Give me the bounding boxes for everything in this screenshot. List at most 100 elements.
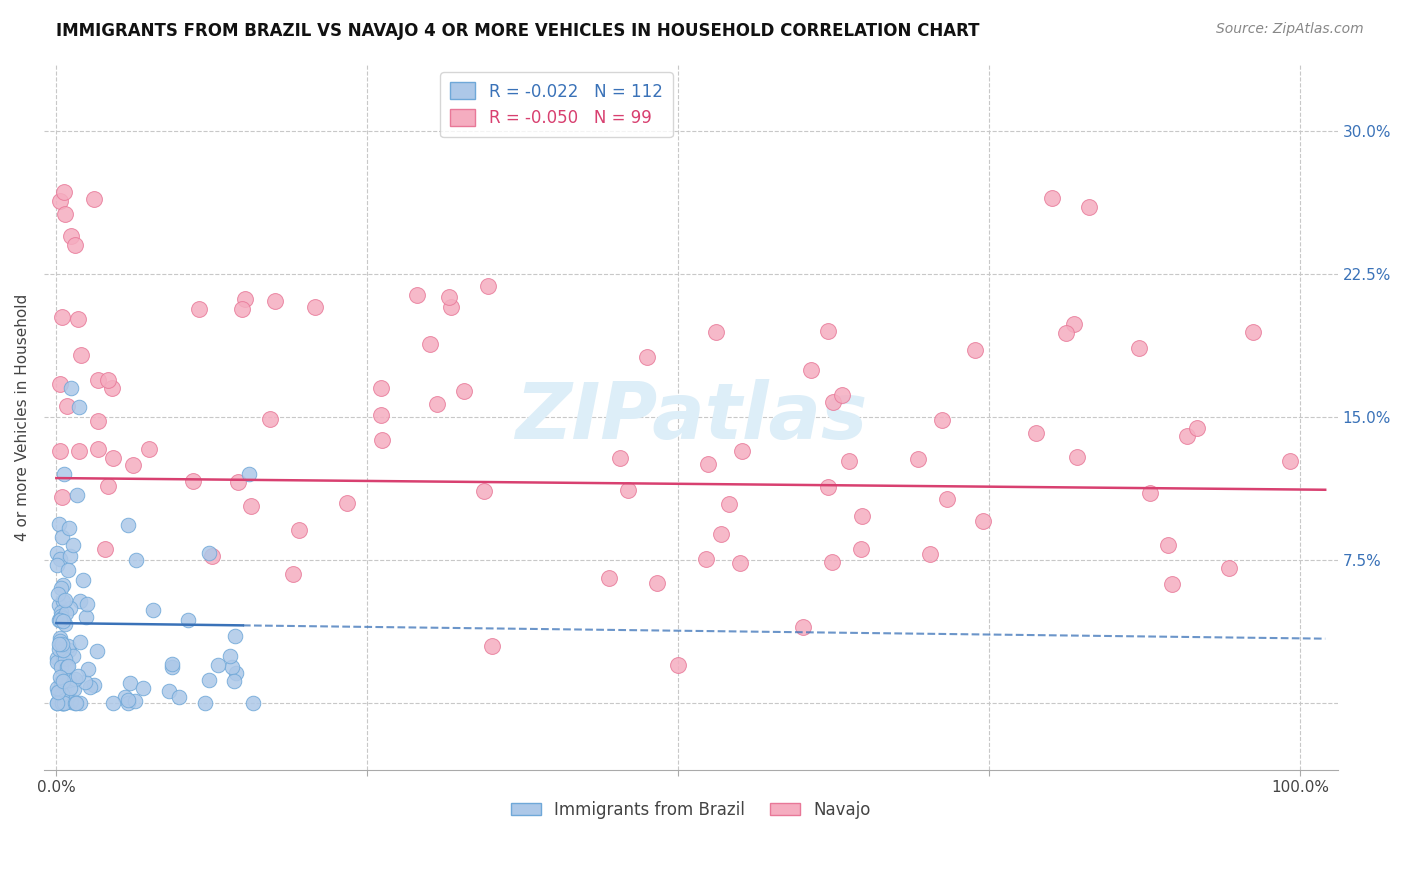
- Point: [52, 578, 75, 592]
- Point: [70, 348, 93, 362]
- Point: [49, 194, 72, 208]
- Point: [197, 673, 219, 688]
- Point: [66, 669, 89, 683]
- Point: [52, 696, 75, 710]
- Point: [125, 553, 148, 567]
- Point: [62, 538, 84, 552]
- Point: [370, 381, 392, 395]
- Point: [117, 692, 139, 706]
- Point: [51, 696, 73, 710]
- Point: [1063, 318, 1085, 332]
- Point: [63, 673, 86, 687]
- Point: [1218, 560, 1240, 574]
- Point: [820, 555, 842, 569]
- Point: [198, 546, 221, 560]
- Point: [46, 696, 69, 710]
- Point: [1187, 420, 1209, 434]
- Point: [46, 681, 69, 695]
- Point: [62, 649, 84, 664]
- Point: [800, 362, 823, 376]
- Point: [117, 696, 139, 710]
- Point: [370, 408, 392, 422]
- Point: [51, 310, 73, 324]
- Point: [53, 593, 76, 607]
- Point: [46, 558, 69, 572]
- Point: [51, 678, 73, 692]
- Point: [233, 292, 256, 306]
- Point: [259, 411, 281, 425]
- Point: [72, 574, 94, 588]
- Point: [63, 696, 86, 710]
- Point: [46, 655, 69, 669]
- Point: [55, 606, 77, 620]
- Point: [972, 514, 994, 528]
- Point: [281, 566, 304, 581]
- Point: [963, 343, 986, 357]
- Point: [142, 602, 165, 616]
- Point: [851, 509, 873, 524]
- Point: [60, 693, 83, 707]
- Point: [48, 637, 70, 651]
- Point: [717, 497, 740, 511]
- Point: [823, 395, 845, 409]
- Point: [453, 384, 475, 399]
- Point: [114, 690, 136, 705]
- Point: [52, 650, 75, 665]
- Point: [666, 658, 689, 673]
- Point: [419, 336, 441, 351]
- Point: [207, 658, 229, 673]
- Point: [48, 631, 70, 645]
- Point: [477, 279, 499, 293]
- Point: [58, 643, 80, 657]
- Point: [1054, 326, 1077, 341]
- Point: [53, 680, 76, 694]
- Point: [51, 687, 73, 701]
- Point: [849, 541, 872, 556]
- Point: [51, 696, 73, 710]
- Point: [86, 373, 108, 387]
- Point: [474, 483, 496, 498]
- Text: Source: ZipAtlas.com: Source: ZipAtlas.com: [1216, 22, 1364, 37]
- Point: [49, 376, 72, 391]
- Point: [288, 523, 311, 537]
- Point: [1177, 429, 1199, 443]
- Point: [58, 521, 80, 535]
- Point: [69, 635, 91, 649]
- Point: [831, 388, 853, 402]
- Point: [263, 293, 285, 308]
- Point: [53, 617, 76, 632]
- Point: [46, 587, 69, 601]
- Point: [67, 401, 90, 415]
- Point: [46, 546, 69, 560]
- Point: [817, 324, 839, 338]
- Point: [710, 527, 733, 541]
- Point: [48, 598, 70, 612]
- Point: [49, 609, 72, 624]
- Point: [69, 594, 91, 608]
- Point: [221, 660, 243, 674]
- Point: [52, 696, 75, 710]
- Point: [188, 302, 211, 317]
- Point: [83, 192, 105, 206]
- Point: [124, 694, 146, 708]
- Point: [238, 467, 260, 482]
- Point: [66, 312, 89, 326]
- Point: [1077, 200, 1099, 214]
- Point: [52, 467, 75, 482]
- Point: [51, 611, 73, 625]
- Point: [201, 549, 224, 563]
- Point: [636, 350, 658, 364]
- Point: [1241, 325, 1264, 339]
- Point: [46, 651, 69, 665]
- Point: [52, 643, 75, 657]
- Point: [817, 480, 839, 494]
- Point: [75, 675, 97, 690]
- Point: [1139, 486, 1161, 500]
- Point: [69, 696, 91, 710]
- Point: [59, 549, 82, 564]
- Point: [617, 483, 640, 498]
- Point: [60, 381, 83, 395]
- Point: [101, 450, 124, 465]
- Point: [49, 581, 72, 595]
- Point: [598, 571, 620, 585]
